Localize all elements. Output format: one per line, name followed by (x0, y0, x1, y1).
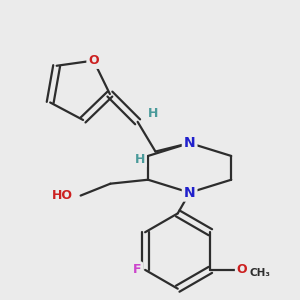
Text: N: N (184, 186, 195, 200)
Text: CH₃: CH₃ (249, 268, 270, 278)
Text: HO: HO (52, 189, 73, 202)
Text: O: O (88, 54, 99, 67)
Text: O: O (237, 263, 248, 276)
Text: F: F (133, 263, 141, 276)
Text: H: H (148, 107, 159, 120)
Text: H: H (134, 153, 145, 166)
Text: N: N (184, 136, 195, 150)
